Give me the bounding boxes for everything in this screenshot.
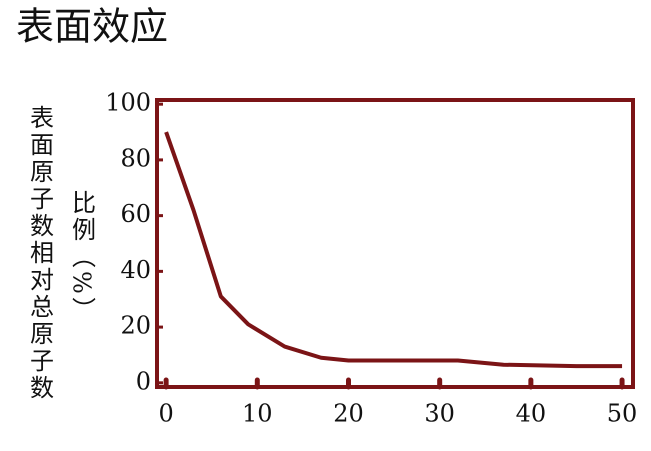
y-tick-label: 100 bbox=[105, 89, 151, 117]
data-line bbox=[164, 131, 623, 369]
x-tick-label: 40 bbox=[516, 400, 547, 428]
y-tick-label: 0 bbox=[136, 367, 151, 395]
x-tick-label: 30 bbox=[424, 400, 455, 428]
x-tick-label: 20 bbox=[333, 400, 364, 428]
x-tick-label: 0 bbox=[158, 400, 173, 428]
y-axis-label: 表面原子数相对总原子数 bbox=[26, 105, 54, 402]
plot-frame bbox=[155, 98, 635, 389]
chart-title: 表面效应 bbox=[16, 5, 168, 49]
x-tick-label: 50 bbox=[607, 400, 638, 428]
y-tick-label: 20 bbox=[120, 312, 151, 340]
y-tick-label: 60 bbox=[120, 200, 151, 228]
y-axis-label: 比例（%） bbox=[68, 190, 96, 324]
y-tick-label: 80 bbox=[120, 144, 151, 172]
y-tick-label: 40 bbox=[120, 256, 151, 284]
x-tick-label: 10 bbox=[242, 400, 273, 428]
